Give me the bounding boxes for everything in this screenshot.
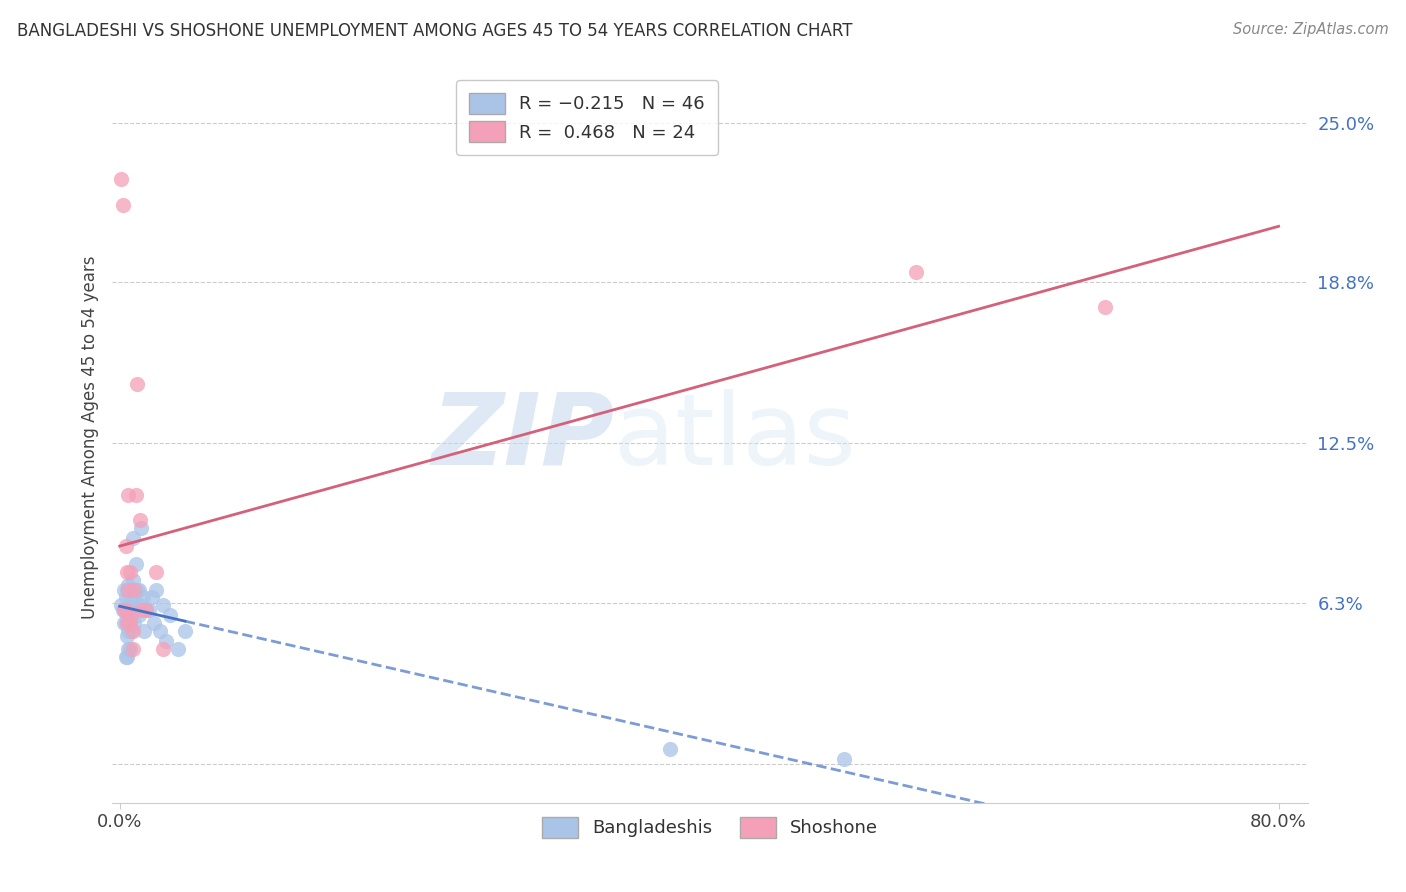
- Point: [145, 565, 167, 579]
- Point: [141, 591, 163, 605]
- Point: [112, 582, 135, 597]
- Text: ZIP: ZIP: [432, 389, 614, 485]
- Point: [114, 539, 136, 553]
- Text: BANGLADESHI VS SHOSHONE UNEMPLOYMENT AMONG AGES 45 TO 54 YEARS CORRELATION CHART: BANGLADESHI VS SHOSHONE UNEMPLOYMENT AMO…: [17, 22, 852, 40]
- Point: [110, 598, 132, 612]
- Point: [120, 608, 142, 623]
- Point: [115, 565, 138, 579]
- Point: [111, 198, 134, 212]
- Point: [117, 582, 139, 597]
- Point: [118, 616, 141, 631]
- Point: [122, 582, 145, 597]
- Point: [117, 641, 139, 656]
- Point: [1094, 301, 1116, 315]
- Point: [152, 598, 174, 612]
- Point: [152, 641, 174, 656]
- Point: [905, 264, 928, 278]
- Point: [110, 172, 132, 186]
- Point: [120, 624, 142, 638]
- Point: [131, 603, 153, 617]
- Point: [115, 629, 138, 643]
- Point: [122, 591, 145, 605]
- Point: [118, 603, 141, 617]
- Text: atlas: atlas: [614, 389, 856, 485]
- Point: [135, 603, 157, 617]
- Point: [159, 608, 181, 623]
- Point: [121, 573, 143, 587]
- Point: [114, 649, 136, 664]
- Point: [127, 582, 149, 597]
- Point: [121, 624, 143, 638]
- Point: [128, 608, 150, 623]
- Point: [121, 641, 143, 656]
- Point: [117, 603, 139, 617]
- Point: [121, 532, 143, 546]
- Point: [118, 616, 141, 631]
- Point: [134, 624, 156, 638]
- Point: [174, 624, 197, 638]
- Point: [117, 624, 139, 638]
- Point: [115, 608, 138, 623]
- Point: [155, 634, 177, 648]
- Point: [112, 603, 135, 617]
- Point: [121, 603, 143, 617]
- Point: [145, 582, 167, 597]
- Point: [149, 624, 172, 638]
- Point: [129, 598, 152, 612]
- Point: [114, 591, 136, 605]
- Point: [138, 603, 160, 617]
- Point: [120, 591, 142, 605]
- Point: [143, 616, 166, 631]
- Point: [135, 603, 157, 617]
- Point: [115, 582, 138, 597]
- Point: [115, 616, 138, 631]
- Point: [124, 488, 146, 502]
- Point: [114, 616, 136, 631]
- Point: [117, 577, 139, 591]
- Point: [166, 641, 188, 656]
- Point: [112, 616, 135, 631]
- Point: [118, 565, 141, 579]
- Point: [117, 488, 139, 502]
- Point: [129, 514, 152, 528]
- Point: [111, 603, 134, 617]
- Point: [122, 616, 145, 631]
- Point: [132, 591, 155, 605]
- Point: [124, 557, 146, 571]
- Point: [128, 582, 150, 597]
- Y-axis label: Unemployment Among Ages 45 to 54 years: Unemployment Among Ages 45 to 54 years: [80, 255, 98, 619]
- Point: [118, 641, 141, 656]
- Point: [832, 752, 855, 766]
- Point: [115, 649, 138, 664]
- Text: Source: ZipAtlas.com: Source: ZipAtlas.com: [1233, 22, 1389, 37]
- Legend: Bangladeshis, Shoshone: Bangladeshis, Shoshone: [534, 810, 886, 845]
- Point: [114, 603, 136, 617]
- Point: [131, 521, 153, 535]
- Point: [127, 377, 149, 392]
- Point: [659, 742, 682, 756]
